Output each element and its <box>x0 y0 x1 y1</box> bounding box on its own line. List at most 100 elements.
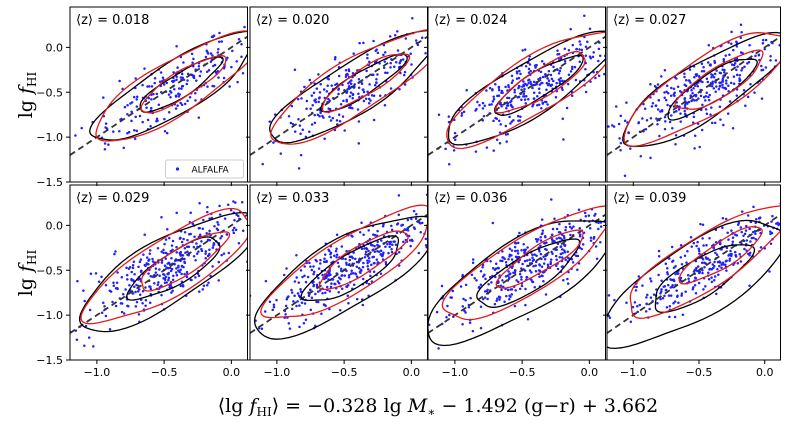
data-point <box>491 221 495 225</box>
data-point <box>701 271 704 275</box>
data-point <box>611 124 614 127</box>
plot-area <box>70 25 248 156</box>
data-point <box>204 256 207 260</box>
data-point <box>190 331 193 334</box>
data-point <box>174 107 178 110</box>
data-point <box>657 249 661 253</box>
data-point <box>519 115 522 118</box>
data-point <box>481 265 484 269</box>
data-point <box>675 289 678 292</box>
data-point <box>561 265 564 268</box>
data-point <box>237 241 241 245</box>
data-point <box>531 256 534 260</box>
data-point <box>599 240 602 244</box>
data-point <box>793 208 796 211</box>
data-point <box>361 88 365 91</box>
data-point <box>200 240 203 243</box>
data-point <box>411 16 414 20</box>
data-point <box>284 304 288 308</box>
data-point <box>453 131 457 135</box>
data-point <box>202 284 206 288</box>
data-point <box>388 240 391 244</box>
data-point <box>545 81 549 85</box>
data-point <box>550 250 553 254</box>
data-point <box>216 69 220 73</box>
data-point <box>569 27 572 31</box>
data-point <box>315 300 318 304</box>
data-point <box>736 261 740 265</box>
data-point <box>564 258 567 262</box>
data-point <box>314 292 317 296</box>
data-point <box>153 81 156 85</box>
data-point <box>334 249 338 253</box>
data-point <box>550 237 554 241</box>
data-point <box>643 107 647 110</box>
data-point <box>398 88 401 91</box>
data-point <box>521 49 524 52</box>
data-point <box>174 258 178 261</box>
data-point <box>607 294 611 297</box>
data-point <box>747 60 751 64</box>
data-point <box>663 68 667 72</box>
data-point <box>357 92 360 96</box>
data-point <box>87 336 91 339</box>
data-point <box>308 130 311 134</box>
data-point <box>569 70 573 73</box>
data-point <box>317 73 320 76</box>
data-point <box>734 255 738 258</box>
data-point <box>712 87 716 90</box>
data-point <box>205 70 209 73</box>
red-contour-outer <box>623 32 781 147</box>
data-point <box>212 241 216 245</box>
data-point <box>479 269 483 273</box>
data-point <box>176 104 179 107</box>
data-point <box>264 279 268 283</box>
data-point <box>532 91 536 95</box>
data-point <box>339 277 342 281</box>
data-point <box>369 99 372 102</box>
data-point <box>541 229 545 232</box>
data-point <box>183 102 187 106</box>
data-point <box>520 98 523 101</box>
data-point <box>364 250 368 254</box>
data-point <box>735 68 738 72</box>
data-point <box>174 271 178 274</box>
data-point <box>699 222 702 226</box>
red-contour-outer <box>80 207 248 325</box>
data-point <box>431 40 434 43</box>
data-point <box>335 119 339 122</box>
data-point <box>716 268 719 271</box>
data-point <box>231 228 235 232</box>
data-point <box>147 272 150 275</box>
data-point <box>556 267 560 271</box>
data-point <box>189 211 192 215</box>
data-point <box>125 266 128 269</box>
data-point <box>275 298 278 302</box>
data-point <box>697 249 701 253</box>
data-point <box>536 94 539 98</box>
data-point <box>429 211 432 214</box>
red-contour-outer <box>270 29 428 145</box>
data-point <box>211 54 214 57</box>
data-point <box>167 93 171 96</box>
data-point <box>580 48 584 52</box>
data-point <box>542 280 545 283</box>
data-point <box>358 41 361 45</box>
data-point <box>160 215 163 219</box>
panel-8: ⟨z⟩ = 0.039−1.0 −0.5 0.0 <box>603 184 796 379</box>
data-point <box>303 265 306 268</box>
data-point <box>345 269 348 273</box>
data-point <box>712 247 715 250</box>
data-point <box>713 265 716 268</box>
xlabel-part: ⟨lg <box>218 395 250 417</box>
data-point <box>562 279 565 282</box>
data-point <box>583 14 586 17</box>
data-point <box>323 137 326 140</box>
data-point <box>657 98 661 102</box>
data-point <box>420 36 424 39</box>
data-point <box>299 290 303 293</box>
data-point <box>216 51 220 54</box>
data-point <box>318 114 321 118</box>
data-point <box>506 96 509 100</box>
data-point <box>460 112 464 115</box>
